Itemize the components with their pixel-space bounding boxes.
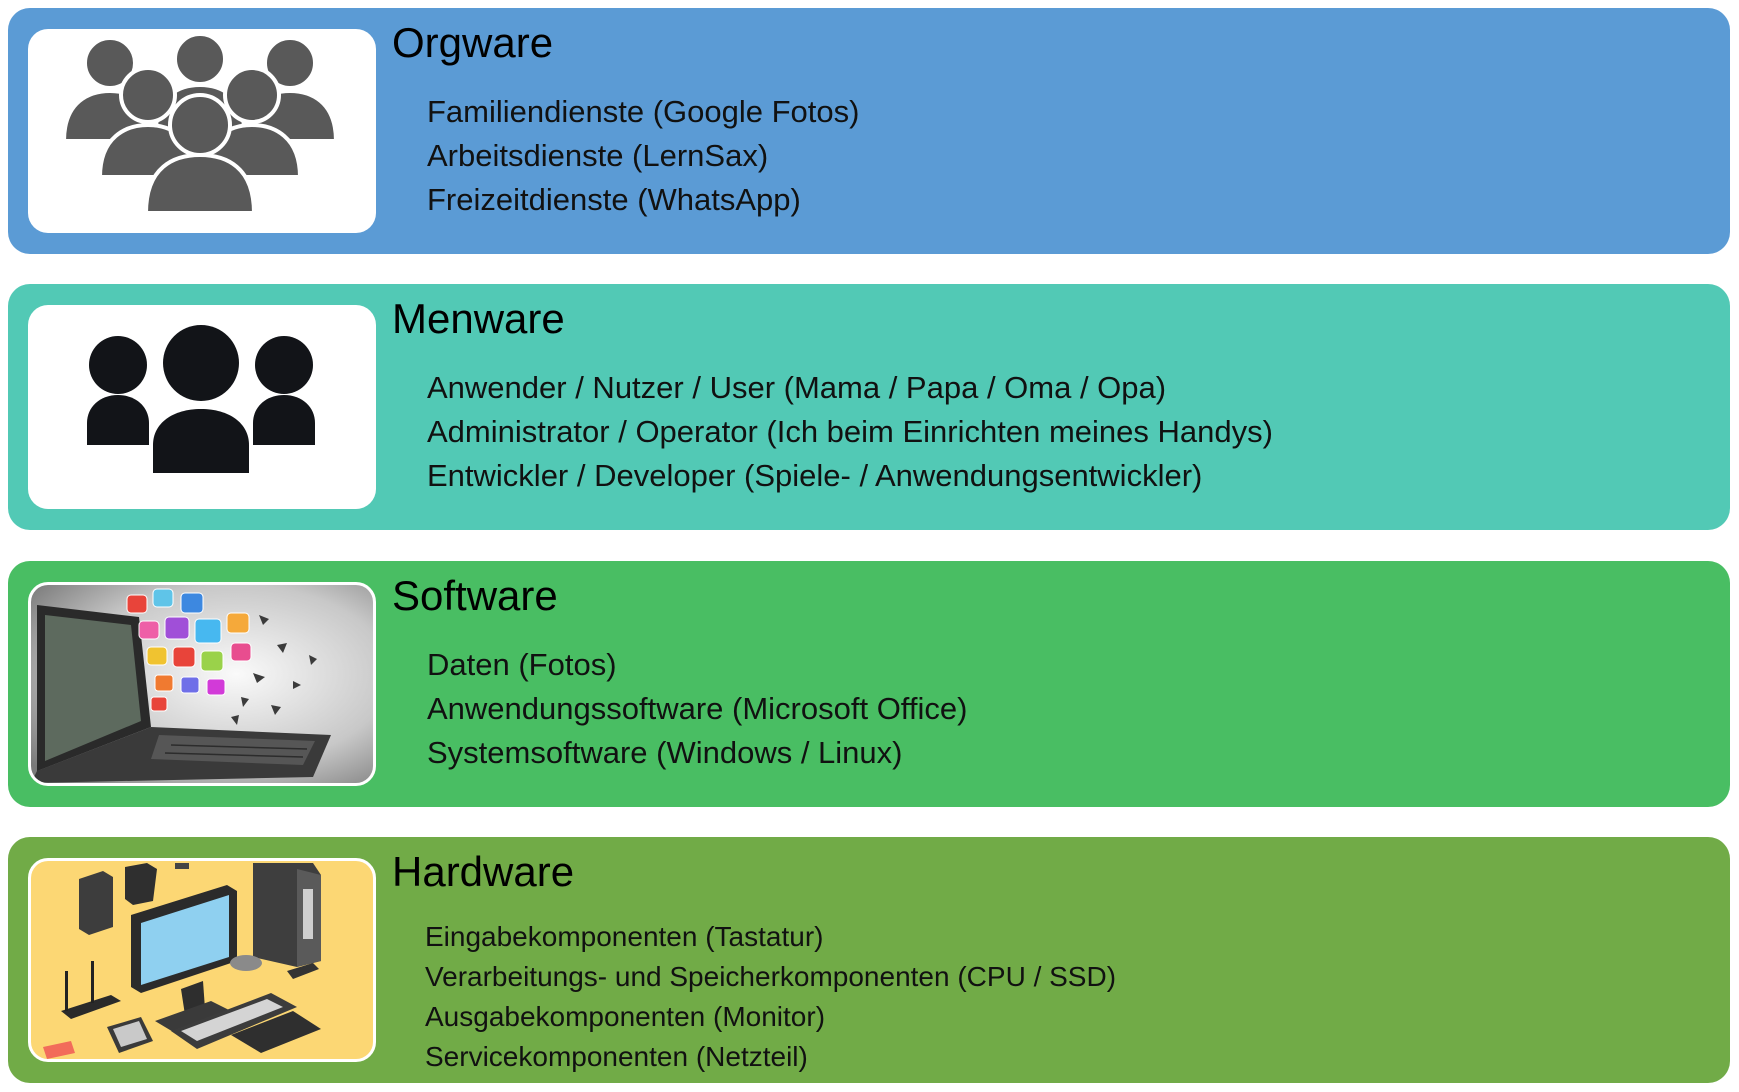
list-item: Anwendungssoftware (Microsoft Office): [427, 691, 968, 726]
layer-orgware: Orgware Familiendienste (Google Fotos) A…: [8, 8, 1730, 254]
layer-hardware: Hardware Eingabekomponenten (Tastatur) V…: [8, 837, 1730, 1083]
list-item: Entwickler / Developer (Spiele- / Anwend…: [427, 458, 1203, 493]
list-item: Servicekomponenten (Netzteil): [425, 1041, 808, 1072]
layer-title: Orgware: [392, 19, 554, 66]
list-item: Verarbeitungs- und Speicherkomponenten (…: [425, 961, 1117, 992]
layer-items: Eingabekomponenten (Tastatur) Verarbeitu…: [425, 917, 1116, 1077]
hardware-image: [28, 858, 376, 1062]
orgware-image: [28, 29, 376, 233]
layer-title: Menware: [392, 295, 565, 342]
layer-items: Anwender / Nutzer / User (Mama / Papa / …: [427, 366, 1273, 498]
menware-image: [28, 305, 376, 509]
software-image: [28, 582, 376, 786]
laptop-apps-illustration: [31, 585, 373, 783]
layer-title: Software: [392, 572, 558, 619]
list-item: Ausgabekomponenten (Monitor): [425, 1001, 826, 1032]
list-item: Arbeitsdienste (LernSax): [427, 138, 769, 173]
layer-items: Familiendienste (Google Fotos) Arbeitsdi…: [427, 90, 859, 222]
three-users-icon: [87, 325, 315, 473]
list-item: Systemsoftware (Windows / Linux): [427, 735, 903, 770]
group-people-icon: [61, 32, 339, 215]
list-item: Anwender / Nutzer / User (Mama / Papa / …: [427, 370, 1167, 405]
layer-menware: Menware Anwender / Nutzer / User (Mama /…: [8, 284, 1730, 530]
list-item: Familiendienste (Google Fotos): [427, 94, 860, 129]
computer-hardware-illustration: [31, 861, 373, 1059]
layer-title: Hardware: [392, 848, 575, 895]
list-item: Administrator / Operator (Ich beim Einri…: [427, 414, 1273, 449]
list-item: Freizeitdienste (WhatsApp): [427, 182, 801, 217]
list-item: Daten (Fotos): [427, 647, 617, 682]
layer-software: Software Daten (Fotos) Anwendungssoftwar…: [8, 561, 1730, 807]
list-item: Eingabekomponenten (Tastatur): [425, 921, 824, 952]
layer-items: Daten (Fotos) Anwendungssoftware (Micros…: [427, 643, 967, 775]
